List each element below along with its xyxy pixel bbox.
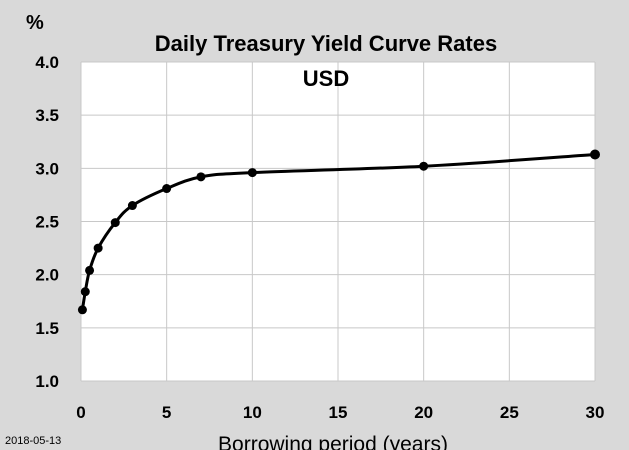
y-tick-label: 1.5 [35, 319, 59, 338]
y-tick-label: 4.0 [35, 53, 59, 72]
x-tick-label: 15 [329, 403, 348, 422]
date-label: 2018-05-13 [5, 435, 61, 447]
horizontal-gridlines [81, 61, 595, 382]
x-axis-tick-labels: 0 5 10 15 20 25 30 [76, 403, 604, 422]
data-point [80, 287, 90, 297]
data-point [93, 243, 103, 253]
y-tick-label: 2.0 [35, 266, 59, 285]
y-tick-label: 2.5 [35, 213, 59, 232]
data-point [77, 305, 87, 315]
x-tick-label: 5 [162, 403, 171, 422]
data-points [77, 149, 600, 315]
data-point [162, 184, 172, 194]
data-point [590, 149, 600, 160]
y-axis-tick-labels: 1.0 1.5 2.0 2.5 3.0 3.5 4.0 [35, 53, 59, 391]
x-axis-label: Borrowing period (years) [218, 433, 448, 450]
x-tick-label: 30 [586, 403, 605, 422]
x-tick-label: 20 [414, 403, 433, 422]
x-tick-label: 25 [500, 403, 519, 422]
x-tick-label: 10 [243, 403, 262, 422]
chart-subtitle: USD [303, 66, 349, 91]
data-point [127, 201, 137, 211]
y-axis-unit-label: % [26, 12, 44, 34]
x-tick-label: 0 [76, 403, 85, 422]
data-point [85, 265, 95, 275]
data-point [196, 172, 206, 182]
y-tick-label: 3.5 [35, 106, 59, 125]
y-tick-label: 1.0 [35, 372, 59, 391]
data-point [247, 168, 257, 178]
chart-title: Daily Treasury Yield Curve Rates [155, 31, 497, 56]
data-point [419, 161, 429, 171]
y-tick-label: 3.0 [35, 159, 59, 178]
data-point [110, 218, 120, 228]
